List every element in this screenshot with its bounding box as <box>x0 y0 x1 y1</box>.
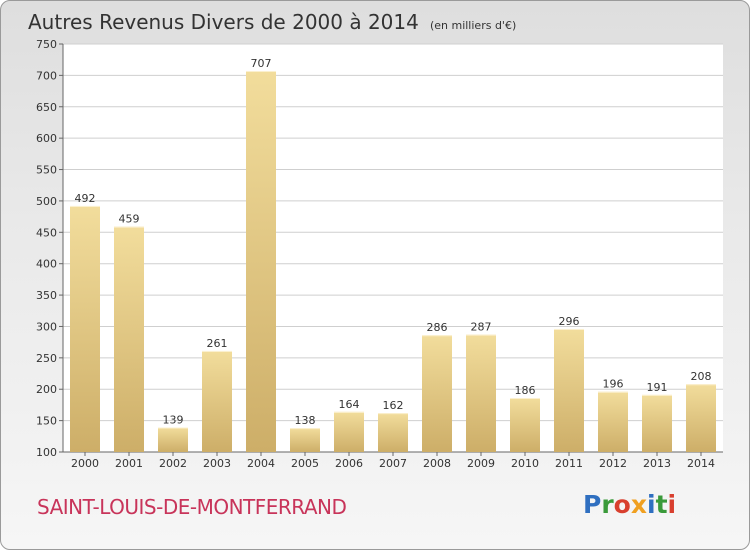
data-label: 286 <box>427 321 448 334</box>
x-tick-label: 2010 <box>511 457 539 470</box>
bar <box>642 394 672 452</box>
y-tick-label: 200 <box>36 383 57 396</box>
y-tick-label: 250 <box>36 352 57 365</box>
data-label: 296 <box>559 315 580 328</box>
data-label: 139 <box>163 414 184 427</box>
y-tick-label: 600 <box>36 132 57 145</box>
bar <box>686 384 716 452</box>
x-tick-label: 2002 <box>159 457 187 470</box>
x-tick-label: 2008 <box>423 457 451 470</box>
y-tick-label: 750 <box>36 38 57 51</box>
data-label: 707 <box>251 57 272 70</box>
y-tick-label: 700 <box>36 69 57 82</box>
x-tick-label: 2004 <box>247 457 275 470</box>
data-label: 186 <box>515 384 536 397</box>
bar <box>114 226 144 452</box>
bar <box>158 427 188 452</box>
y-tick-label: 300 <box>36 320 57 333</box>
data-label: 191 <box>647 381 668 394</box>
y-tick-label: 450 <box>36 226 57 239</box>
data-label: 459 <box>119 213 140 226</box>
chart-title-unit: (en milliers d'€) <box>429 19 517 32</box>
x-tick-label: 2006 <box>335 457 363 470</box>
proxiti-logo: Proxiti <box>583 490 677 519</box>
y-tick-label: 350 <box>36 289 57 302</box>
chart-title: Autres Revenus Divers de 2000 à 2014 (en… <box>28 10 516 34</box>
bar <box>334 411 364 452</box>
data-label: 138 <box>295 414 316 427</box>
data-label: 196 <box>603 378 624 391</box>
x-tick-label: 2005 <box>291 457 319 470</box>
bar <box>422 335 452 452</box>
x-tick-label: 2012 <box>599 457 627 470</box>
x-tick-label: 2013 <box>643 457 671 470</box>
y-tick-label: 100 <box>36 446 57 459</box>
bar <box>290 428 320 452</box>
data-label: 261 <box>207 337 228 350</box>
x-tick-label: 2011 <box>555 457 583 470</box>
commune-name: SAINT-LOUIS-DE-MONTFERRAND <box>37 495 347 519</box>
bar <box>466 334 496 452</box>
x-tick-label: 2014 <box>687 457 715 470</box>
plot-area <box>63 44 723 452</box>
y-tick-label: 650 <box>36 101 57 114</box>
y-tick-label: 150 <box>36 415 57 428</box>
bar <box>554 328 584 452</box>
bar <box>598 391 628 452</box>
x-tick-label: 2000 <box>71 457 99 470</box>
data-label: 164 <box>339 398 360 411</box>
bar <box>202 350 232 452</box>
bar <box>246 70 276 452</box>
bar <box>510 398 540 452</box>
data-label: 162 <box>383 399 404 412</box>
chart-title-main: Autres Revenus Divers de 2000 à 2014 <box>28 10 419 34</box>
x-tick-label: 2009 <box>467 457 495 470</box>
y-tick-label: 550 <box>36 164 57 177</box>
bar <box>378 413 408 452</box>
y-tick-label: 500 <box>36 195 57 208</box>
data-label: 208 <box>691 370 712 383</box>
y-tick-label: 400 <box>36 258 57 271</box>
x-tick-label: 2003 <box>203 457 231 470</box>
x-tick-label: 2007 <box>379 457 407 470</box>
x-tick-label: 2001 <box>115 457 143 470</box>
data-label: 287 <box>471 321 492 334</box>
data-label: 492 <box>75 192 96 205</box>
bar <box>70 205 100 452</box>
